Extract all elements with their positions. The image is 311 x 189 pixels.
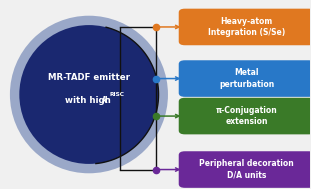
Text: Metal
perturbation: Metal perturbation — [219, 68, 275, 89]
FancyBboxPatch shape — [179, 9, 311, 45]
Text: Heavy-atom
Integration (S/Se): Heavy-atom Integration (S/Se) — [208, 17, 285, 37]
Text: MR-TADF emitter: MR-TADF emitter — [48, 73, 130, 82]
FancyBboxPatch shape — [179, 98, 311, 134]
Ellipse shape — [19, 25, 159, 164]
Text: RISC: RISC — [110, 92, 125, 97]
Text: with high: with high — [65, 96, 113, 105]
FancyBboxPatch shape — [179, 60, 311, 97]
Text: k: k — [102, 96, 108, 105]
FancyBboxPatch shape — [179, 151, 311, 188]
Text: Peripheral decoration
D/A units: Peripheral decoration D/A units — [199, 159, 294, 180]
Ellipse shape — [10, 16, 168, 173]
Text: π-Conjugation
extension: π-Conjugation extension — [216, 106, 278, 126]
